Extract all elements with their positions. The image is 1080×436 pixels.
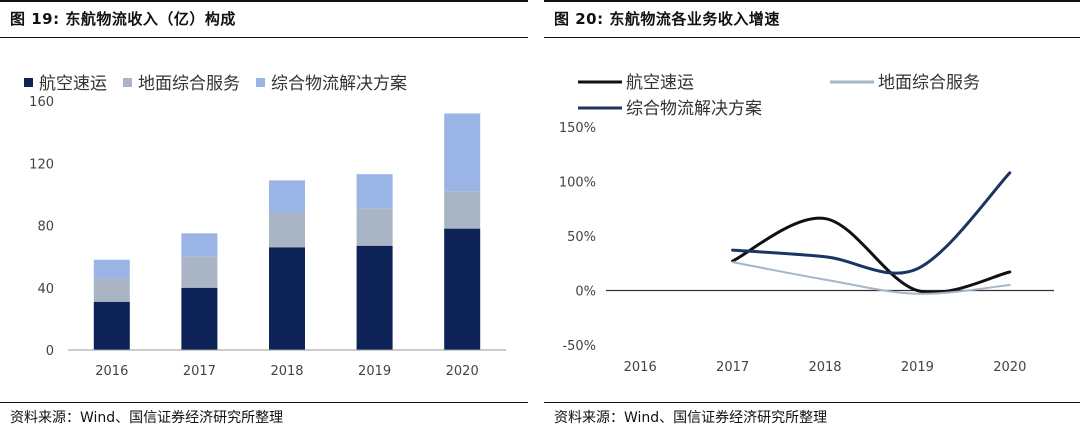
bar-2017-series-1: [181, 287, 218, 350]
y-tick-label: 160: [29, 95, 54, 110]
x-tick-label: 2019: [358, 364, 391, 379]
x-tick-label: 2018: [808, 360, 841, 375]
y-tick-label: 0%: [575, 285, 596, 300]
y-tick-label: 0: [46, 344, 54, 359]
legend-swatch-3: [256, 78, 265, 87]
bar-2018-series-1: [269, 247, 305, 350]
y-tick-label: 120: [29, 157, 54, 172]
y-tick-label: 150%: [559, 121, 596, 136]
bar-2020-series-1: [444, 228, 481, 350]
legend-label-3: 综合物流解决方案: [271, 74, 407, 94]
revenue-composition-panel: 图 19: 东航物流收入（亿）构成 航空速运 地面综合服务 综合物流解决方案 0 40 8…: [0, 0, 528, 436]
x-tick-label: 2020: [446, 364, 479, 379]
x-tick-label: 2020: [993, 360, 1026, 375]
series-line-2: [731, 261, 1011, 295]
bar-2016-series-1: [93, 301, 130, 350]
legend-label-1: 航空速运: [39, 74, 107, 94]
legend-swatch-2: [123, 78, 132, 87]
x-tick-label: 2018: [270, 364, 303, 379]
legend-label-1: 航空速运: [626, 73, 694, 93]
figure-19-title: 图 19: 东航物流收入（亿）构成: [0, 0, 528, 38]
legend-label-3: 综合物流解决方案: [626, 99, 762, 119]
bar-2018-series-2: [269, 213, 305, 248]
bar-2020-series-2: [444, 191, 481, 229]
bar-2017-series-2: [181, 256, 218, 288]
y-tick-label: 80: [37, 220, 54, 235]
legend-swatch-1: [24, 78, 33, 87]
legend-label-2: 地面综合服务: [138, 74, 240, 94]
legend-label-2: 地面综合服务: [878, 73, 980, 93]
x-tick-label: 2017: [183, 364, 216, 379]
x-tick-label: 2017: [716, 360, 749, 375]
stacked-bar-chart: 航空速运 地面综合服务 综合物流解决方案 0 40 80 120 160 2016 2017 201…: [24, 74, 506, 379]
y-tick-label: 40: [37, 282, 54, 297]
figure-20-source: 资料来源：Wind、国信证券经济研究所整理: [544, 402, 1080, 436]
bar-2019-series-2: [356, 208, 393, 246]
bar-2017-series-3: [181, 233, 218, 257]
x-tick-label: 2016: [95, 364, 128, 379]
y-tick-label: 100%: [559, 176, 596, 191]
bar-2016-series-2: [93, 278, 130, 302]
bar-2019-series-1: [356, 245, 393, 350]
growth-rate-panel: 图 20: 东航物流各业务收入增速 航空速运 地面综合服务综合物流解决方案 -50%…: [544, 0, 1080, 436]
bar-2018-series-3: [269, 180, 305, 214]
y-tick-label: -50%: [562, 339, 596, 354]
series-line-3: [731, 171, 1012, 275]
series-line-1: [731, 216, 1012, 294]
bar-2019-series-3: [356, 174, 393, 209]
bar-2016-series-3: [93, 259, 130, 279]
x-tick-label: 2019: [901, 360, 934, 375]
x-tick-label: 2016: [624, 360, 657, 375]
bar-2020-series-3: [444, 113, 481, 192]
y-tick-label: 50%: [567, 230, 596, 245]
figure-20-title: 图 20: 东航物流各业务收入增速: [544, 0, 1080, 38]
figure-19-source: 资料来源：Wind、国信证券经济研究所整理: [0, 402, 528, 436]
